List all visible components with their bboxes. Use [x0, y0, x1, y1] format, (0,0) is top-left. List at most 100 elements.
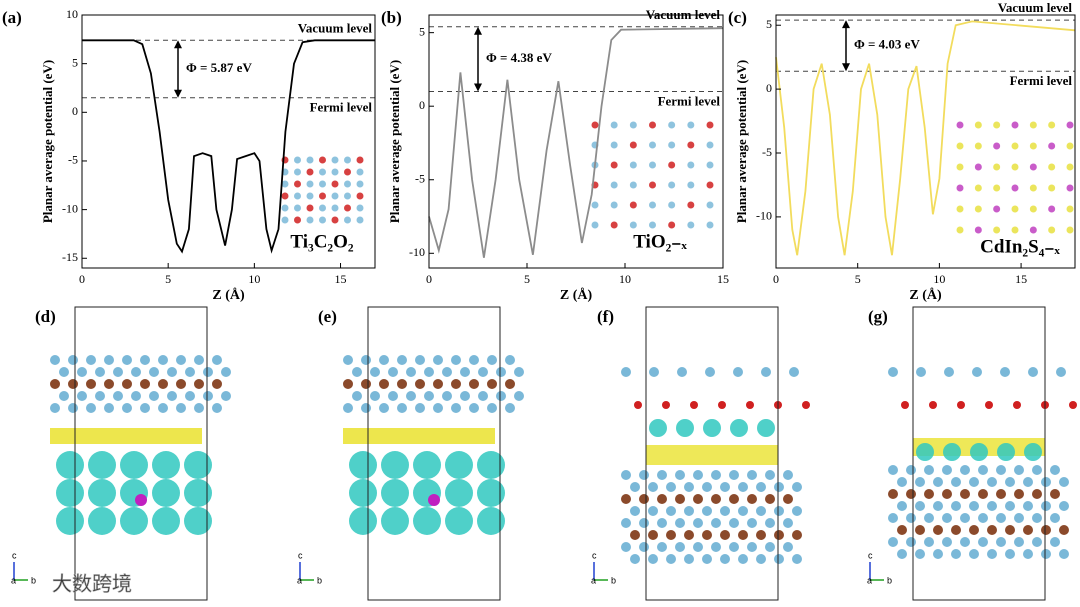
triad-label: b [31, 575, 36, 585]
atom [648, 482, 658, 492]
atom [960, 537, 970, 547]
atom [996, 465, 1006, 475]
atom [747, 470, 757, 480]
panel-label: (b) [381, 8, 402, 27]
atom [944, 367, 954, 377]
atom [702, 482, 712, 492]
inset-atom [629, 201, 637, 209]
inset-atom [706, 201, 714, 209]
atom [135, 494, 147, 506]
atom [176, 379, 186, 389]
inset-atom [1066, 142, 1074, 150]
atom [711, 494, 721, 504]
atom [630, 554, 640, 564]
inset-atom [610, 161, 618, 169]
atom [888, 489, 898, 499]
atom [761, 367, 771, 377]
atom [149, 391, 159, 401]
x-tick-label: 0 [426, 272, 432, 286]
atom [906, 537, 916, 547]
arrow-head [474, 26, 482, 92]
atom [203, 391, 213, 401]
atom [738, 482, 748, 492]
inset-atom [668, 181, 676, 189]
inset-atom [687, 141, 695, 149]
atom [1005, 477, 1015, 487]
potential-line [82, 39, 375, 254]
atom [693, 542, 703, 552]
y-tick-label: -5 [762, 145, 772, 159]
atom [343, 379, 353, 389]
atom [514, 367, 524, 377]
atom [86, 355, 96, 365]
atom [906, 465, 916, 475]
inset-atom [1011, 205, 1019, 213]
x-axis-label: Z (Å) [909, 287, 942, 303]
inset-atom [706, 181, 714, 189]
atom [167, 391, 177, 401]
atom [987, 501, 997, 511]
atom [924, 489, 934, 499]
charge-blob [120, 507, 148, 535]
inset-atom [993, 121, 1001, 129]
inset-atom [1029, 163, 1037, 171]
work-function-label: Φ = 4.38 eV [486, 50, 552, 65]
watermark: 大数跨境 [52, 572, 132, 596]
charge-blob [56, 479, 84, 507]
atom [729, 542, 739, 552]
atom [50, 403, 60, 413]
atom [469, 355, 479, 365]
atom [1056, 367, 1066, 377]
inset-atom [610, 201, 618, 209]
atom [756, 482, 766, 492]
atom [951, 525, 961, 535]
atom [487, 403, 497, 413]
inset-atom [331, 192, 339, 200]
atom [747, 494, 757, 504]
inset-atom [629, 141, 637, 149]
atom [702, 506, 712, 516]
atom [720, 530, 730, 540]
inset-atom [1066, 226, 1074, 234]
atom [969, 477, 979, 487]
x-tick-label: 0 [773, 272, 779, 286]
atom [630, 530, 640, 540]
atom [693, 494, 703, 504]
panel-label: (f) [597, 307, 614, 326]
atom [1000, 367, 1010, 377]
atom [639, 494, 649, 504]
y-tick-label: -5 [415, 171, 425, 185]
inset-atom [629, 221, 637, 229]
atom [996, 513, 1006, 523]
charge-blob [152, 451, 180, 479]
atom [185, 367, 195, 377]
atom [675, 542, 685, 552]
charge-blob [184, 507, 212, 535]
atom [942, 537, 952, 547]
triad-label: a [591, 575, 596, 585]
atom [221, 391, 231, 401]
atom [469, 379, 479, 389]
inset-atom [331, 216, 339, 224]
inset-atom [319, 204, 326, 212]
atom [221, 367, 231, 377]
atom [388, 391, 398, 401]
atom [789, 367, 799, 377]
inset-atom [356, 204, 364, 212]
atom [774, 482, 784, 492]
atom [774, 554, 784, 564]
atom [343, 403, 353, 413]
inset-atom [344, 168, 351, 176]
atom [478, 367, 488, 377]
atom [113, 391, 123, 401]
atom [361, 355, 371, 365]
atom [729, 470, 739, 480]
x-axis-label: Z (Å) [212, 287, 245, 303]
inset-atom [687, 181, 695, 189]
panel-label: (c) [728, 8, 747, 27]
atom [122, 355, 132, 365]
atom [765, 518, 775, 528]
atom [765, 494, 775, 504]
atom [397, 403, 407, 413]
atom [50, 355, 60, 365]
